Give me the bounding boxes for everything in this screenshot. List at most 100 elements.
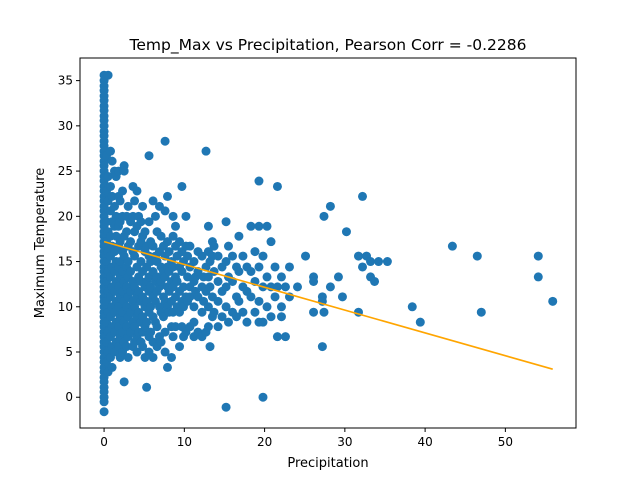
- data-point: [118, 186, 128, 196]
- data-point: [276, 302, 286, 312]
- data-point: [148, 241, 158, 251]
- trend-layer: [103, 240, 553, 370]
- data-point: [179, 282, 189, 292]
- data-point: [156, 337, 166, 347]
- data-point: [262, 302, 272, 312]
- data-point: [166, 352, 176, 362]
- data-point: [232, 312, 242, 322]
- data-point: [168, 231, 178, 241]
- data-point: [280, 332, 290, 342]
- data-point: [337, 292, 347, 302]
- data-point: [138, 342, 148, 352]
- data-point: [270, 262, 280, 272]
- data-point: [201, 146, 211, 156]
- points-layer: [99, 70, 558, 417]
- data-point: [262, 221, 272, 231]
- data-point: [203, 322, 213, 332]
- y-tick-label: 25: [58, 164, 73, 178]
- data-point: [142, 382, 152, 392]
- x-axis-label: Precipitation: [287, 456, 368, 471]
- data-point: [374, 257, 384, 267]
- data-point: [205, 342, 215, 352]
- data-point: [132, 186, 142, 196]
- data-point: [203, 272, 213, 282]
- x-tick-label: 50: [498, 435, 513, 449]
- data-point: [175, 237, 185, 247]
- data-point: [223, 317, 233, 327]
- data-point: [140, 227, 150, 237]
- data-point: [160, 327, 170, 337]
- y-tick-label: 10: [58, 300, 73, 314]
- data-point: [142, 317, 152, 327]
- chart-title: Temp_Max vs Precipitation, Pearson Corr …: [129, 36, 527, 55]
- x-tick-label: 40: [417, 435, 432, 449]
- y-tick-label: 15: [58, 255, 73, 269]
- data-point: [123, 257, 133, 267]
- data-point: [189, 302, 199, 312]
- data-point: [242, 317, 252, 327]
- data-point: [197, 307, 207, 317]
- data-point: [107, 156, 117, 166]
- data-point: [162, 362, 172, 372]
- data-point: [250, 307, 260, 317]
- data-point: [325, 282, 335, 292]
- data-point: [119, 166, 129, 176]
- data-point: [130, 251, 140, 261]
- data-point: [150, 211, 160, 221]
- data-point: [213, 322, 223, 332]
- data-point: [162, 237, 172, 247]
- data-point: [223, 241, 233, 251]
- data-point: [353, 251, 363, 261]
- data-point: [258, 317, 268, 327]
- data-point: [160, 347, 170, 357]
- data-point: [203, 302, 213, 312]
- data-point: [258, 392, 268, 402]
- data-point: [177, 266, 187, 276]
- data-point: [175, 342, 185, 352]
- data-point: [110, 201, 120, 211]
- data-point: [266, 237, 276, 247]
- data-point: [132, 347, 142, 357]
- data-point: [119, 377, 129, 387]
- data-point: [319, 211, 329, 221]
- data-point: [472, 251, 482, 261]
- y-tick-label: 35: [58, 74, 73, 88]
- trend-line: [103, 240, 553, 370]
- data-point: [276, 312, 286, 322]
- data-point: [370, 276, 380, 286]
- data-point: [309, 276, 319, 286]
- y-axis-label: Maximum Temperature: [33, 168, 48, 319]
- data-point: [123, 352, 133, 362]
- data-point: [148, 352, 158, 362]
- data-point: [415, 317, 425, 327]
- data-point: [234, 231, 244, 241]
- data-point: [105, 146, 115, 156]
- data-point: [341, 227, 351, 237]
- data-point: [189, 257, 199, 267]
- data-point: [221, 217, 231, 227]
- data-point: [126, 237, 136, 247]
- data-point: [221, 402, 231, 412]
- data-point: [136, 217, 146, 227]
- data-point: [358, 262, 368, 272]
- data-point: [234, 266, 244, 276]
- data-point: [246, 221, 256, 231]
- data-point: [266, 312, 276, 322]
- data-point: [221, 282, 231, 292]
- data-point: [209, 307, 219, 317]
- data-point: [189, 317, 199, 327]
- data-point: [250, 247, 260, 257]
- data-point: [238, 251, 248, 261]
- x-axis: 0 10 20 30 40 50: [100, 428, 513, 449]
- data-point: [221, 302, 231, 312]
- data-point: [107, 362, 117, 372]
- data-point: [185, 292, 195, 302]
- data-point: [171, 221, 181, 231]
- data-point: [177, 181, 187, 191]
- data-point: [171, 322, 181, 332]
- data-point: [246, 266, 256, 276]
- data-point: [160, 136, 170, 146]
- data-point: [197, 251, 207, 261]
- data-point: [213, 251, 223, 261]
- data-point: [217, 312, 227, 322]
